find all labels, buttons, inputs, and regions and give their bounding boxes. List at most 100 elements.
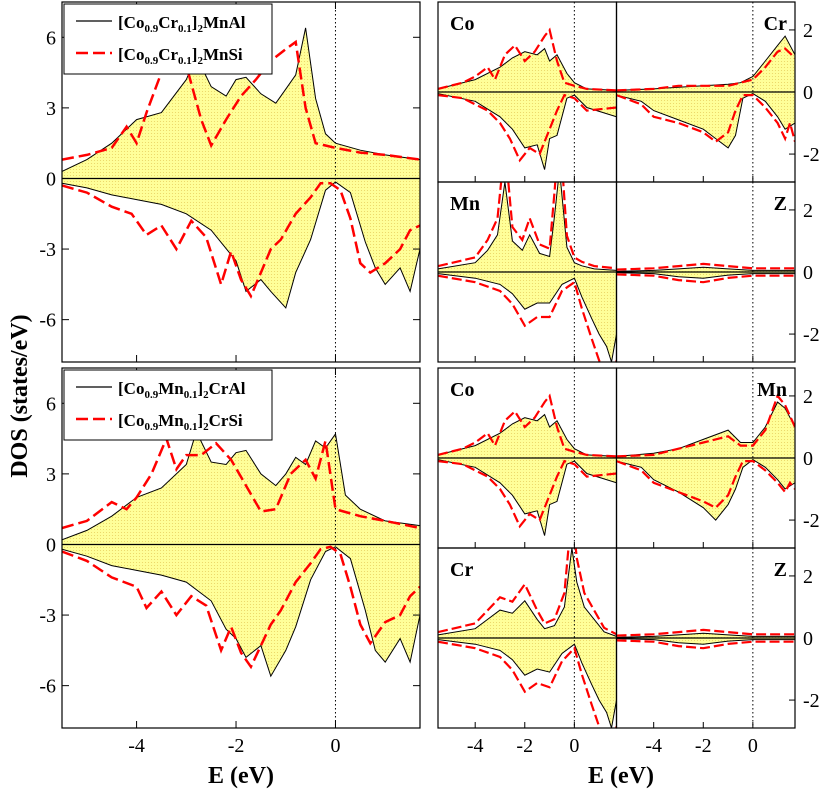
- spin-up-fill: [438, 548, 617, 638]
- spin-down-fill: [616, 92, 795, 148]
- legend-label: [Co0.9Cr0.1]2MnSi: [118, 45, 243, 67]
- series-dashed-down: [438, 459, 617, 529]
- element-label: Mn: [450, 193, 480, 215]
- y-tick-label: 0: [803, 262, 813, 284]
- spin-up-fill: [438, 414, 617, 458]
- y-tick-label: -2: [803, 324, 820, 346]
- plot-area: [62, 368, 420, 728]
- series-dashed-up: [616, 393, 795, 458]
- spin-down-fill: [438, 272, 617, 362]
- element-label: Z: [774, 559, 787, 581]
- element-label: Cr: [764, 13, 787, 35]
- pdos-set-1: Co Cr -2 0 2 Mn Z -2 0 2: [437, 1, 820, 363]
- series-solid-up: [616, 266, 795, 272]
- x-tick-label: -2: [228, 735, 245, 757]
- series-solid-up: [616, 401, 795, 457]
- y-tick-label: 0: [46, 168, 56, 190]
- pdos-set-2: Co Mn -2 0 2 Cr -4 -2 0 Z -4 -2 0 -2 0 2: [437, 367, 820, 757]
- y-tick-label: 3: [46, 98, 56, 120]
- legend-box: [63, 369, 273, 441]
- legend-label: [Co0.9Mn0.1]2CrAl: [118, 379, 246, 401]
- spin-up-fill: [616, 633, 795, 638]
- x-tick-label: -4: [128, 735, 145, 757]
- x-tick-label: -4: [467, 735, 484, 757]
- series-dashed-down: [438, 640, 617, 728]
- series-solid-down: [616, 272, 795, 279]
- y-tick-label: 2: [803, 386, 813, 408]
- y-tick-label: -2: [803, 144, 820, 166]
- plot-area: [62, 2, 420, 362]
- series-solid-up: [62, 430, 420, 541]
- element-label: Co: [450, 379, 474, 401]
- spin-up-fill: [62, 27, 420, 179]
- series-solid-down: [616, 93, 795, 149]
- panel-frame: [61, 367, 421, 729]
- series-solid-down: [438, 459, 617, 536]
- series-dashed-up: [438, 393, 617, 458]
- y-tick-label: -3: [39, 239, 56, 261]
- spin-down-fill: [62, 544, 420, 677]
- series-solid-down: [62, 181, 420, 309]
- y-tick-label: 2: [803, 566, 813, 588]
- x-tick-label: -2: [695, 735, 712, 757]
- x-tick-label: -4: [645, 735, 662, 757]
- series-dashed-down: [438, 93, 617, 163]
- series-dashed-up: [616, 47, 795, 92]
- element-label: Co: [450, 13, 474, 35]
- y-tick-label: 2: [803, 20, 813, 42]
- panel-frame: [61, 1, 421, 363]
- y-tick-label: 2: [803, 200, 813, 222]
- spin-up-fill: [616, 267, 795, 272]
- pdos-panel-cr: Cr -2 0 2: [615, 1, 820, 183]
- element-label: Mn: [757, 379, 787, 401]
- series-solid-up: [438, 548, 617, 637]
- series-dashed-up: [616, 628, 795, 637]
- series-solid-down: [616, 638, 795, 645]
- series-dashed-down: [616, 273, 795, 284]
- y-tick-label: 0: [46, 534, 56, 556]
- spin-down-fill: [62, 178, 420, 308]
- y-tick-label: -3: [39, 605, 56, 627]
- legend-label: [Co0.9Mn0.1]2CrSi: [118, 411, 243, 433]
- total-dos-panel-bottom: -6 -3 0 3 6 -4 -2 0 [Co0.9Mn0.1]2CrAl [Co0.9Mn0.1…: [39, 367, 421, 757]
- x-tick-label: -2: [516, 735, 533, 757]
- y-tick-label: 0: [803, 628, 813, 650]
- y-axis-label: DOS (states/eV): [7, 314, 33, 477]
- spin-up-fill: [62, 431, 420, 545]
- spin-down-fill: [438, 92, 617, 170]
- series-dashed-up: [62, 39, 420, 161]
- plot-area: [438, 2, 617, 182]
- element-label: Cr: [450, 559, 473, 581]
- spin-down-fill: [438, 638, 617, 728]
- series-solid-up: [438, 182, 617, 271]
- series-solid-down: [438, 273, 617, 362]
- spin-down-fill: [616, 458, 795, 521]
- series-solid-down: [62, 546, 420, 678]
- pdos-panel-z: Z -4 -2 0 -2 0 2: [615, 547, 820, 757]
- series-solid-down: [438, 93, 617, 170]
- x-axis-label-left: E (eV): [208, 763, 274, 789]
- series-dashed-down: [62, 545, 420, 670]
- plot-area: [616, 548, 795, 728]
- series-solid-down: [438, 639, 617, 728]
- x-tick-label: 0: [569, 735, 579, 757]
- plot-area: [616, 182, 795, 362]
- plot-area: [616, 2, 795, 182]
- series-dashed-up: [62, 435, 420, 530]
- x-tick-label: 0: [330, 735, 340, 757]
- spin-up-fill: [438, 48, 617, 92]
- series-dashed-down: [616, 460, 795, 510]
- y-tick-label: 3: [46, 464, 56, 486]
- series-solid-up: [62, 27, 420, 172]
- plot-area: [438, 182, 617, 362]
- series-solid-up: [438, 47, 617, 91]
- spin-down-fill: [438, 458, 617, 536]
- series-solid-down: [616, 458, 795, 521]
- y-tick-label: -2: [803, 510, 820, 532]
- series-dashed-down: [62, 181, 420, 299]
- plot-area: [616, 368, 795, 548]
- series-dashed-down: [438, 274, 617, 362]
- series-dashed-up: [438, 182, 617, 270]
- plot-area: [438, 548, 617, 728]
